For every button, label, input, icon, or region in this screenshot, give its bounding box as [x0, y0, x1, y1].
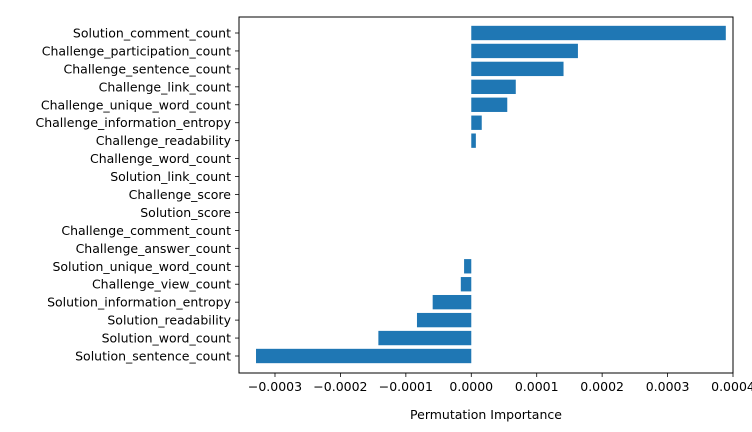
y-tick-label: Solution_comment_count — [73, 26, 231, 41]
y-tick-label: Challenge_comment_count — [61, 223, 231, 238]
y-tick-label: Challenge_unique_word_count — [41, 97, 231, 112]
bar-Solution_sentence_count — [256, 348, 472, 364]
bar-Challenge_information_entropy — [471, 115, 482, 130]
bar-Solution_comment_count — [471, 25, 726, 41]
bar-Challenge_view_count — [460, 277, 472, 292]
y-tick-label: Solution_readability — [107, 313, 231, 328]
x-axis: −0.0003 −0.0002 −0.0001 0.0000 0.0001 0.0002 0… — [248, 373, 752, 394]
bar-Solution_word_count — [378, 330, 472, 346]
y-tick-label: Challenge_score — [129, 187, 232, 202]
x-tick-label: 0.0003 — [646, 379, 690, 394]
x-axis-label: Permutation Importance — [410, 407, 562, 422]
plot-frame — [238, 16, 734, 374]
bar-Challenge_readability — [471, 133, 476, 148]
x-tick-label: 0.0000 — [449, 379, 493, 394]
y-tick-label: Solution_sentence_count — [75, 349, 231, 364]
bar-Challenge_link_count — [471, 79, 516, 95]
x-tick-label: −0.0001 — [379, 379, 433, 394]
y-tick-label: Challenge_answer_count — [76, 241, 232, 256]
bars — [256, 25, 726, 364]
y-tick-label: Solution_score — [140, 205, 231, 220]
x-tick-label: 0.0001 — [515, 379, 559, 394]
bar-Challenge_unique_word_count — [471, 97, 508, 112]
x-tick-label: 0.0002 — [580, 379, 624, 394]
bar-Solution_unique_word_count — [464, 259, 472, 274]
y-tick-label: Challenge_participation_count — [42, 43, 231, 58]
y-tick-label: Challenge_link_count — [99, 79, 231, 94]
y-tick-label: Solution_unique_word_count — [52, 259, 231, 274]
bar-Challenge_sentence_count — [471, 61, 564, 77]
y-tick-label: Solution_word_count — [102, 331, 232, 346]
y-tick-label: Challenge_sentence_count — [64, 61, 232, 76]
bar-Solution_readability — [416, 312, 472, 328]
y-tick-label: Challenge_readability — [96, 133, 232, 148]
x-tick-label: 0.0004 — [711, 379, 752, 394]
y-tick-label: Challenge_word_count — [90, 151, 231, 166]
x-tick-label: −0.0003 — [248, 379, 302, 394]
y-tick-label: Challenge_view_count — [92, 277, 231, 292]
y-tick-label: Solution_link_count — [110, 169, 231, 184]
y-axis: Solution_comment_count Challenge_particip… — [36, 26, 239, 364]
bar-Challenge_participation_count — [471, 43, 578, 59]
bar-Solution_information_entropy — [432, 294, 472, 310]
y-tick-label: Challenge_information_entropy — [36, 115, 232, 130]
y-tick-label: Solution_information_entropy — [47, 295, 232, 310]
x-tick-label: −0.0002 — [313, 379, 367, 394]
